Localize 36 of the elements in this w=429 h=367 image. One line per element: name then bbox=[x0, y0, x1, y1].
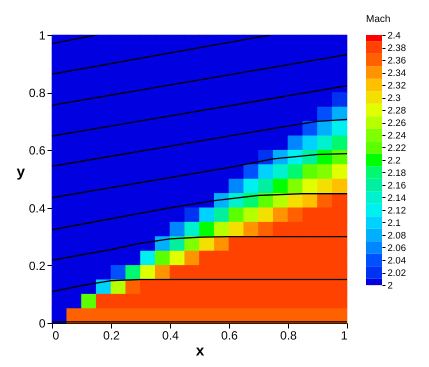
color-bar-label: 2.24 bbox=[388, 130, 406, 142]
x-tick-label: 0.6 bbox=[221, 328, 238, 342]
color-bar-label: 2.14 bbox=[388, 193, 406, 204]
color-bar-label: 2.2 bbox=[388, 156, 401, 166]
color-bar-label: 2.16 bbox=[388, 180, 406, 192]
y-tick-label: 0 bbox=[38, 316, 46, 330]
color-bar-label: 2.3 bbox=[388, 93, 401, 104]
color-bar-label: 2.34 bbox=[388, 68, 406, 79]
y-tick-label: 1 bbox=[38, 28, 46, 42]
x-tick-label: 1 bbox=[340, 328, 348, 342]
x-tick-label: 0.2 bbox=[103, 328, 120, 342]
y-tick-label: 0.4 bbox=[28, 201, 46, 216]
color-bar-label: 2.28 bbox=[388, 106, 406, 116]
color-bar-label: 2.02 bbox=[388, 268, 406, 279]
y-tick-label: 0.8 bbox=[28, 86, 46, 100]
color-bar-label: 2.06 bbox=[388, 243, 406, 254]
color-bar-label: 2.22 bbox=[388, 143, 406, 154]
color-bar-label: 2.08 bbox=[388, 230, 406, 242]
x-axis-title: x bbox=[196, 342, 205, 360]
y-tick-label: 0.6 bbox=[28, 144, 46, 158]
color-bar-label: 2.32 bbox=[388, 80, 406, 92]
x-tick-label: 0.8 bbox=[280, 328, 298, 342]
color-bar-label: 2 bbox=[388, 280, 393, 292]
x-tick-label: 0 bbox=[52, 328, 60, 342]
color-bar-label: 2.18 bbox=[388, 168, 406, 179]
y-axis-title: y bbox=[16, 164, 26, 180]
x-tick-label: 0.4 bbox=[162, 328, 180, 342]
color-bar-label: 2.26 bbox=[388, 118, 406, 129]
color-bar-label: 2.36 bbox=[388, 56, 406, 66]
color-bar-label: 2.4 bbox=[388, 30, 401, 42]
color-bar-label: 2.38 bbox=[388, 43, 406, 54]
color-bar-label: 2.1 bbox=[388, 218, 401, 229]
color-bar-label: 2.04 bbox=[388, 256, 406, 266]
y-tick-label: 0.2 bbox=[28, 258, 46, 273]
color-bar-label: 2.12 bbox=[388, 206, 406, 216]
color-bar-title: Mach bbox=[366, 14, 390, 25]
